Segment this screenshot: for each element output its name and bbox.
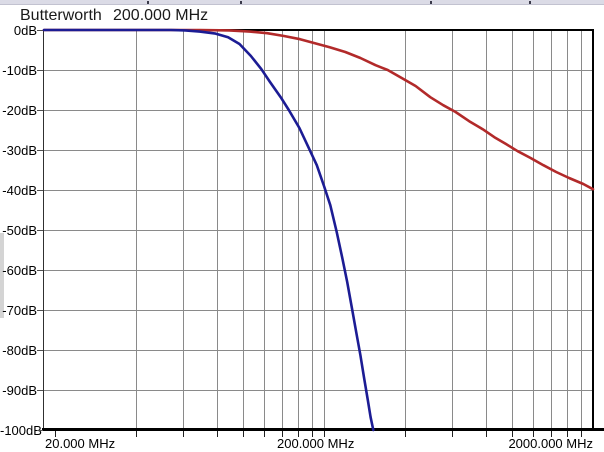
clipped-toolbar-strip: [0, 0, 604, 5]
plot-right-border: [592, 30, 594, 430]
x-tick-label: 20.000 MHz: [45, 436, 116, 451]
v-gridline: [282, 31, 283, 428]
strip-mark: [240, 1, 242, 4]
x-axis-tick: [264, 431, 265, 437]
v-gridline: [324, 31, 325, 428]
v-gridline: [217, 31, 218, 428]
v-gridline: [551, 31, 552, 428]
h-gridline: [44, 270, 593, 271]
x-tick-label: 200.000 MHz: [277, 436, 355, 451]
v-gridline: [405, 31, 406, 428]
v-gridline: [183, 31, 184, 428]
y-axis-tick: [37, 350, 43, 351]
v-gridline: [486, 31, 487, 428]
h-gridline: [44, 230, 593, 231]
v-gridline: [533, 31, 534, 428]
y-tick-label: -100dB: [0, 423, 42, 438]
v-gridline: [243, 31, 244, 428]
v-gridline: [264, 31, 265, 428]
y-axis-tick: [37, 150, 43, 151]
y-axis-tick: [37, 430, 43, 431]
x-tick-label: 2000.000 MHz: [508, 436, 593, 451]
x-axis-line: [42, 428, 604, 431]
strip-mark: [529, 1, 531, 4]
y-axis-tick: [37, 310, 43, 311]
chart-title: Butterworth: [20, 7, 102, 24]
h-gridline: [44, 350, 593, 351]
zero-db-axis-line: [43, 29, 594, 31]
v-gridline: [512, 31, 513, 428]
x-axis-tick: [581, 431, 582, 437]
strip-mark: [430, 1, 432, 4]
y-tick-label: -30dB: [2, 143, 37, 158]
v-gridline: [581, 31, 582, 428]
v-gridline: [298, 31, 299, 428]
x-axis-tick: [136, 431, 137, 437]
y-tick-label: 0dB: [13, 23, 37, 38]
steep-rolloff-response-curve: [42, 28, 375, 432]
x-axis-tick: [567, 431, 568, 437]
h-gridline: [44, 150, 593, 151]
x-axis-tick: [183, 431, 184, 437]
strip-mark: [147, 1, 149, 4]
x-axis-tick: [533, 431, 534, 437]
y-axis-tick: [37, 110, 43, 111]
x-axis-tick: [312, 431, 313, 437]
h-gridline: [44, 310, 593, 311]
y-axis-tick: [37, 190, 43, 191]
x-axis-tick: [55, 431, 56, 437]
x-axis-tick: [298, 431, 299, 437]
window-edge-shade: [0, 233, 4, 318]
x-axis-tick: [452, 431, 453, 437]
x-axis-tick: [405, 431, 406, 437]
y-tick-label: -90dB: [2, 383, 37, 398]
v-gridline: [452, 31, 453, 428]
y-axis-tick: [37, 70, 43, 71]
y-axis-tick: [37, 230, 43, 231]
cutoff-frequency-label: 200.000 MHz: [113, 7, 209, 24]
y-tick-label: -40dB: [2, 183, 37, 198]
h-gridline: [44, 70, 593, 71]
v-gridline: [312, 31, 313, 428]
y-tick-label: -20dB: [2, 103, 37, 118]
x-axis-tick: [324, 431, 325, 437]
y-axis-line: [43, 30, 44, 430]
v-gridline: [567, 31, 568, 428]
h-gridline: [44, 390, 593, 391]
y-tick-label: -60dB: [2, 263, 37, 278]
x-axis-tick: [243, 431, 244, 437]
y-axis-tick: [37, 30, 43, 31]
shallow-rolloff-response-curve: [42, 28, 595, 191]
y-tick-label: -50dB: [2, 223, 37, 238]
h-gridline: [44, 190, 593, 191]
x-axis-tick: [512, 431, 513, 437]
v-gridline: [136, 31, 137, 428]
x-axis-tick: [217, 431, 218, 437]
y-tick-label: -70dB: [2, 303, 37, 318]
x-axis-tick: [551, 431, 552, 437]
x-axis-tick: [282, 431, 283, 437]
x-axis-tick: [486, 431, 487, 437]
y-tick-label: -80dB: [2, 343, 37, 358]
y-axis-tick: [37, 270, 43, 271]
y-axis-tick: [37, 390, 43, 391]
y-tick-label: -10dB: [2, 63, 37, 78]
h-gridline: [44, 110, 593, 111]
